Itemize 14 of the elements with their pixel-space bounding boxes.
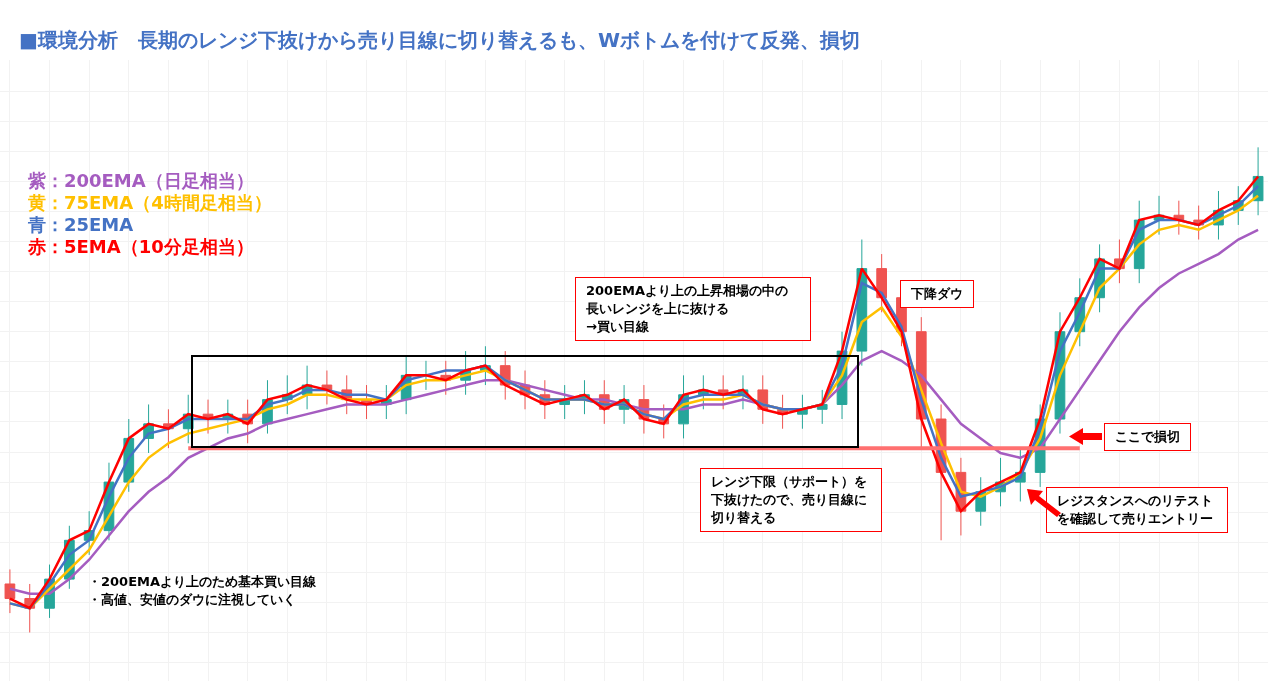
text: 赤：5EMA（10分足相当） <box>28 236 254 258</box>
annotation: レジスタンスへのリテストを確認して売りエントリー <box>1057 492 1214 528</box>
annotation: 下降ダウ <box>911 285 963 303</box>
annotation: レンジ下限（サポート）を下抜けたので、売り目線に切り替える <box>711 473 868 527</box>
annotation: ここで損切 <box>1115 428 1180 446</box>
annotation: ・高値、安値のダウに注視していく <box>88 591 297 609</box>
text: 黄：75EMA（4時間足相当） <box>28 192 272 214</box>
text: 紫：200EMA（日足相当） <box>28 170 254 192</box>
candlestick <box>4 568 16 614</box>
chart-title: ■環境分析 長期のレンジ下抜けから売り目線に切り替えるも、Wボトムを付けて反発、損切 <box>19 28 860 52</box>
text: 青：25EMA <box>28 214 134 236</box>
annotation: →買い目線 <box>586 318 650 336</box>
annotation: ・200EMAより上のため基本買い目線 <box>88 573 317 591</box>
annotation: 200EMAより上の上昇相場の中の長いレンジを上に抜ける <box>586 282 789 318</box>
